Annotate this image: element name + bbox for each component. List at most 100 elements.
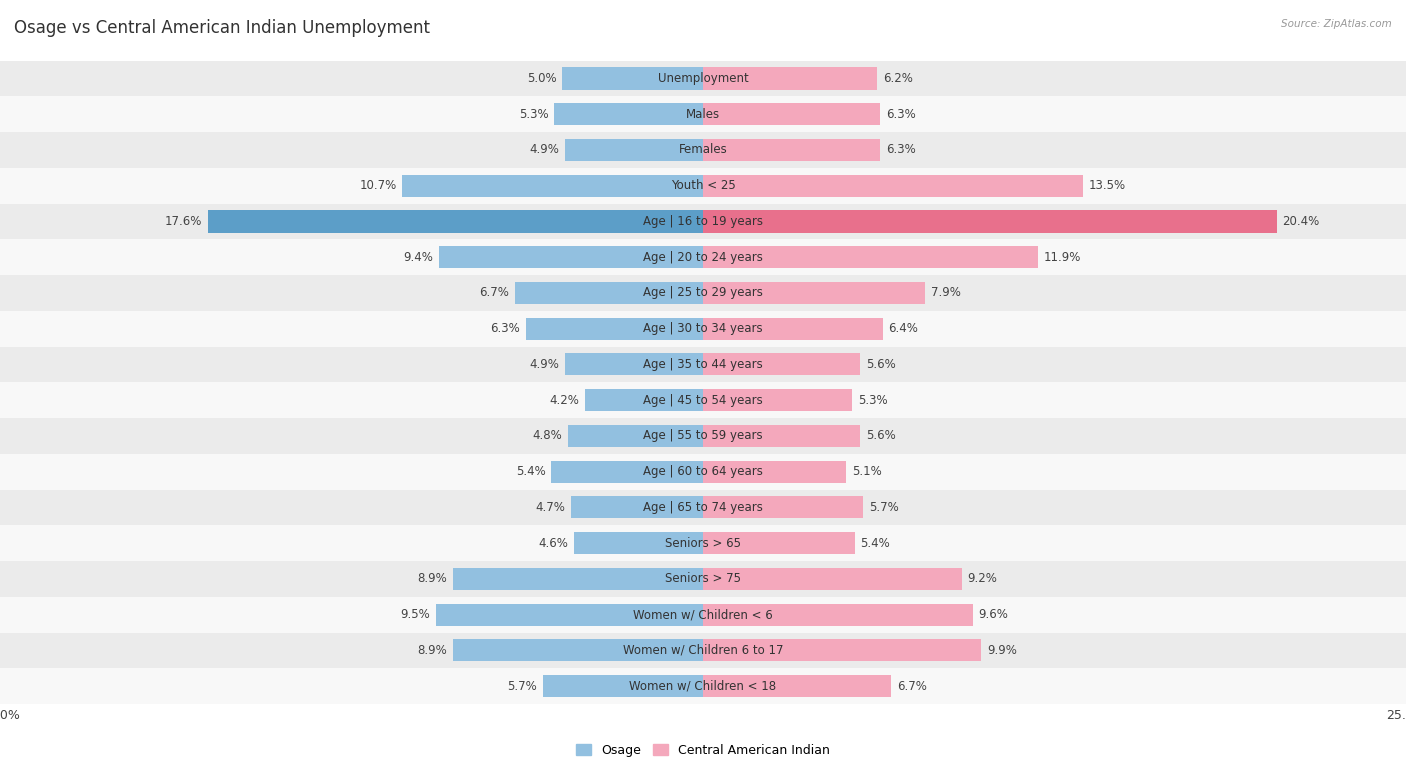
Text: 4.9%: 4.9%: [530, 358, 560, 371]
Text: Seniors > 75: Seniors > 75: [665, 572, 741, 585]
Text: 4.8%: 4.8%: [533, 429, 562, 442]
Text: Females: Females: [679, 143, 727, 157]
Legend: Osage, Central American Indian: Osage, Central American Indian: [571, 739, 835, 757]
Text: Unemployment: Unemployment: [658, 72, 748, 85]
Bar: [703, 210, 1277, 232]
Bar: [0, 382, 1406, 418]
Bar: [0, 96, 1406, 132]
Bar: [0, 275, 1406, 311]
Bar: [565, 139, 703, 161]
Text: Women w/ Children < 6: Women w/ Children < 6: [633, 608, 773, 621]
Text: 17.6%: 17.6%: [165, 215, 202, 228]
Bar: [703, 282, 925, 304]
Bar: [585, 389, 703, 411]
Bar: [0, 561, 1406, 597]
Bar: [402, 175, 703, 197]
Bar: [515, 282, 703, 304]
Text: 6.3%: 6.3%: [886, 143, 915, 157]
Text: 5.4%: 5.4%: [860, 537, 890, 550]
Text: Age | 20 to 24 years: Age | 20 to 24 years: [643, 251, 763, 263]
Text: Women w/ Children 6 to 17: Women w/ Children 6 to 17: [623, 644, 783, 657]
Text: Source: ZipAtlas.com: Source: ZipAtlas.com: [1281, 19, 1392, 29]
Bar: [703, 67, 877, 89]
Text: 9.9%: 9.9%: [987, 644, 1017, 657]
Text: 9.5%: 9.5%: [401, 608, 430, 621]
Text: 11.9%: 11.9%: [1043, 251, 1081, 263]
Bar: [703, 318, 883, 340]
Text: 8.9%: 8.9%: [418, 644, 447, 657]
Bar: [0, 61, 1406, 96]
Text: 4.9%: 4.9%: [530, 143, 560, 157]
Bar: [571, 497, 703, 519]
Text: Youth < 25: Youth < 25: [671, 179, 735, 192]
Bar: [703, 675, 891, 697]
Text: Age | 25 to 29 years: Age | 25 to 29 years: [643, 286, 763, 300]
Bar: [703, 532, 855, 554]
Text: Age | 55 to 59 years: Age | 55 to 59 years: [643, 429, 763, 442]
Bar: [0, 132, 1406, 168]
Text: 5.3%: 5.3%: [519, 107, 548, 120]
Text: 9.2%: 9.2%: [967, 572, 997, 585]
Bar: [0, 597, 1406, 633]
Bar: [0, 347, 1406, 382]
Bar: [0, 311, 1406, 347]
Bar: [703, 425, 860, 447]
Bar: [554, 103, 703, 125]
Text: 6.7%: 6.7%: [897, 680, 927, 693]
Text: Age | 16 to 19 years: Age | 16 to 19 years: [643, 215, 763, 228]
Bar: [0, 668, 1406, 704]
Text: 5.0%: 5.0%: [527, 72, 557, 85]
Bar: [562, 67, 703, 89]
Text: 10.7%: 10.7%: [360, 179, 396, 192]
Bar: [436, 603, 703, 626]
Text: 6.7%: 6.7%: [479, 286, 509, 300]
Bar: [565, 354, 703, 375]
Bar: [0, 168, 1406, 204]
Bar: [0, 204, 1406, 239]
Text: 20.4%: 20.4%: [1282, 215, 1319, 228]
Bar: [703, 175, 1083, 197]
Bar: [0, 490, 1406, 525]
Bar: [439, 246, 703, 268]
Text: Age | 30 to 34 years: Age | 30 to 34 years: [643, 322, 763, 335]
Text: 9.4%: 9.4%: [404, 251, 433, 263]
Bar: [574, 532, 703, 554]
Text: 4.6%: 4.6%: [538, 537, 568, 550]
Text: Age | 35 to 44 years: Age | 35 to 44 years: [643, 358, 763, 371]
Bar: [703, 389, 852, 411]
Bar: [703, 568, 962, 590]
Text: 6.3%: 6.3%: [491, 322, 520, 335]
Text: Age | 60 to 64 years: Age | 60 to 64 years: [643, 465, 763, 478]
Bar: [703, 497, 863, 519]
Bar: [453, 640, 703, 662]
Bar: [703, 246, 1038, 268]
Bar: [208, 210, 703, 232]
Text: 6.3%: 6.3%: [886, 107, 915, 120]
Bar: [0, 453, 1406, 490]
Bar: [526, 318, 703, 340]
Bar: [0, 239, 1406, 275]
Text: 9.6%: 9.6%: [979, 608, 1008, 621]
Bar: [568, 425, 703, 447]
Bar: [551, 460, 703, 483]
Text: 13.5%: 13.5%: [1088, 179, 1125, 192]
Text: 5.7%: 5.7%: [869, 501, 898, 514]
Text: 5.3%: 5.3%: [858, 394, 887, 407]
Text: 4.2%: 4.2%: [550, 394, 579, 407]
Bar: [703, 640, 981, 662]
Text: Osage vs Central American Indian Unemployment: Osage vs Central American Indian Unemplo…: [14, 19, 430, 37]
Bar: [453, 568, 703, 590]
Text: Males: Males: [686, 107, 720, 120]
Text: Women w/ Children < 18: Women w/ Children < 18: [630, 680, 776, 693]
Text: 7.9%: 7.9%: [931, 286, 960, 300]
Bar: [0, 633, 1406, 668]
Bar: [703, 103, 880, 125]
Text: 5.6%: 5.6%: [866, 429, 896, 442]
Text: Seniors > 65: Seniors > 65: [665, 537, 741, 550]
Bar: [703, 603, 973, 626]
Text: 5.7%: 5.7%: [508, 680, 537, 693]
Bar: [0, 418, 1406, 453]
Text: Age | 65 to 74 years: Age | 65 to 74 years: [643, 501, 763, 514]
Bar: [543, 675, 703, 697]
Bar: [703, 139, 880, 161]
